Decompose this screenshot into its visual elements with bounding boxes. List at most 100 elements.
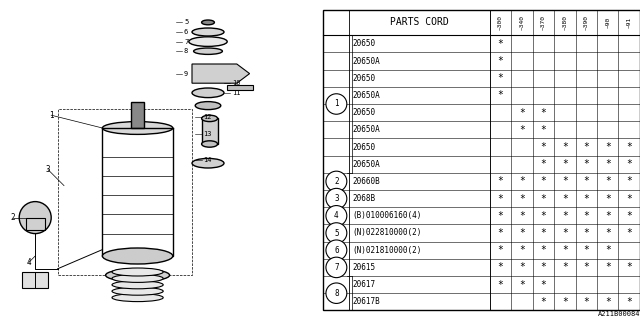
Text: 20650A: 20650A [353,91,380,100]
Text: *: * [519,211,525,221]
Text: 2: 2 [10,213,15,222]
Text: *: * [497,245,504,255]
Text: *: * [519,245,525,255]
Text: *: * [497,211,504,221]
Ellipse shape [202,115,218,122]
Text: 7: 7 [334,263,339,272]
Bar [26,218,45,230]
Text: *: * [519,108,525,117]
Text: *: * [562,159,568,169]
Text: 6: 6 [334,246,339,255]
Text: *: * [627,159,632,169]
Text: *: * [540,262,547,272]
Text: *: * [540,176,547,186]
Text: *: * [497,194,504,204]
Text: *: * [519,194,525,204]
Text: 20650A: 20650A [353,125,380,134]
Text: 8: 8 [334,289,339,298]
Text: *: * [562,262,568,272]
Ellipse shape [202,20,214,25]
Text: 1: 1 [49,111,54,120]
Ellipse shape [195,101,221,109]
Text: ~380: ~380 [563,15,568,30]
Text: *: * [519,125,525,135]
Text: 5: 5 [184,20,188,25]
Text: *: * [605,228,611,238]
Text: *: * [605,297,611,307]
Text: (N)021810000(2): (N)021810000(2) [353,246,422,255]
Text: *: * [627,262,632,272]
Text: 7: 7 [184,39,188,44]
Text: *: * [519,262,525,272]
Text: *: * [497,176,504,186]
Text: *: * [497,90,504,100]
Text: *: * [584,297,589,307]
Text: *: * [627,211,632,221]
Text: *: * [540,228,547,238]
Text: 4: 4 [334,211,339,220]
Text: *: * [540,297,547,307]
Text: *: * [605,159,611,169]
Text: 11: 11 [232,90,241,96]
Bar [131,102,144,128]
Polygon shape [192,64,250,83]
Text: *: * [605,142,611,152]
Text: *: * [627,176,632,186]
Text: *: * [540,142,547,152]
Text: *: * [584,194,589,204]
Ellipse shape [112,287,163,295]
Text: *: * [497,39,504,49]
Ellipse shape [192,28,224,36]
Text: *: * [540,280,547,290]
Text: *: * [540,211,547,221]
Text: ~91: ~91 [627,17,632,28]
Ellipse shape [112,268,163,276]
Text: ~390: ~390 [584,15,589,30]
Circle shape [326,171,347,192]
Text: 20615: 20615 [353,263,376,272]
Text: 20650: 20650 [353,74,376,83]
Text: 3: 3 [334,194,339,203]
Text: (N)022810000(2): (N)022810000(2) [353,228,422,237]
Text: *: * [540,125,547,135]
Text: *: * [497,73,504,83]
Circle shape [326,223,347,243]
Circle shape [326,188,347,209]
Text: *: * [540,159,547,169]
Text: *: * [497,262,504,272]
Text: *: * [519,228,525,238]
Text: 20650A: 20650A [353,160,380,169]
Text: *: * [605,245,611,255]
Text: *: * [562,245,568,255]
Ellipse shape [106,269,170,282]
Text: 3: 3 [45,165,51,174]
Text: 20617B: 20617B [353,297,380,306]
Text: 20650: 20650 [353,108,376,117]
Text: ~90: ~90 [605,17,611,28]
Text: 20650: 20650 [353,142,376,151]
Text: ~340: ~340 [520,15,524,30]
Ellipse shape [112,274,163,282]
Text: *: * [584,142,589,152]
Text: 8: 8 [184,48,188,54]
Text: *: * [540,108,547,117]
Text: *: * [562,211,568,221]
Text: *: * [562,297,568,307]
Text: 13: 13 [204,132,212,137]
Text: 2: 2 [334,177,339,186]
Text: *: * [627,194,632,204]
Text: *: * [562,142,568,152]
Circle shape [326,94,347,114]
Text: 20617: 20617 [353,280,376,289]
Bar [22,272,48,288]
Ellipse shape [193,48,223,54]
Circle shape [326,205,347,226]
Circle shape [19,202,51,234]
Bar [227,85,253,90]
Text: 6: 6 [184,29,188,35]
Text: 20650: 20650 [353,39,376,48]
Text: 2068B: 2068B [353,194,376,203]
Text: *: * [605,176,611,186]
Text: *: * [584,245,589,255]
Text: ~300: ~300 [498,15,503,30]
